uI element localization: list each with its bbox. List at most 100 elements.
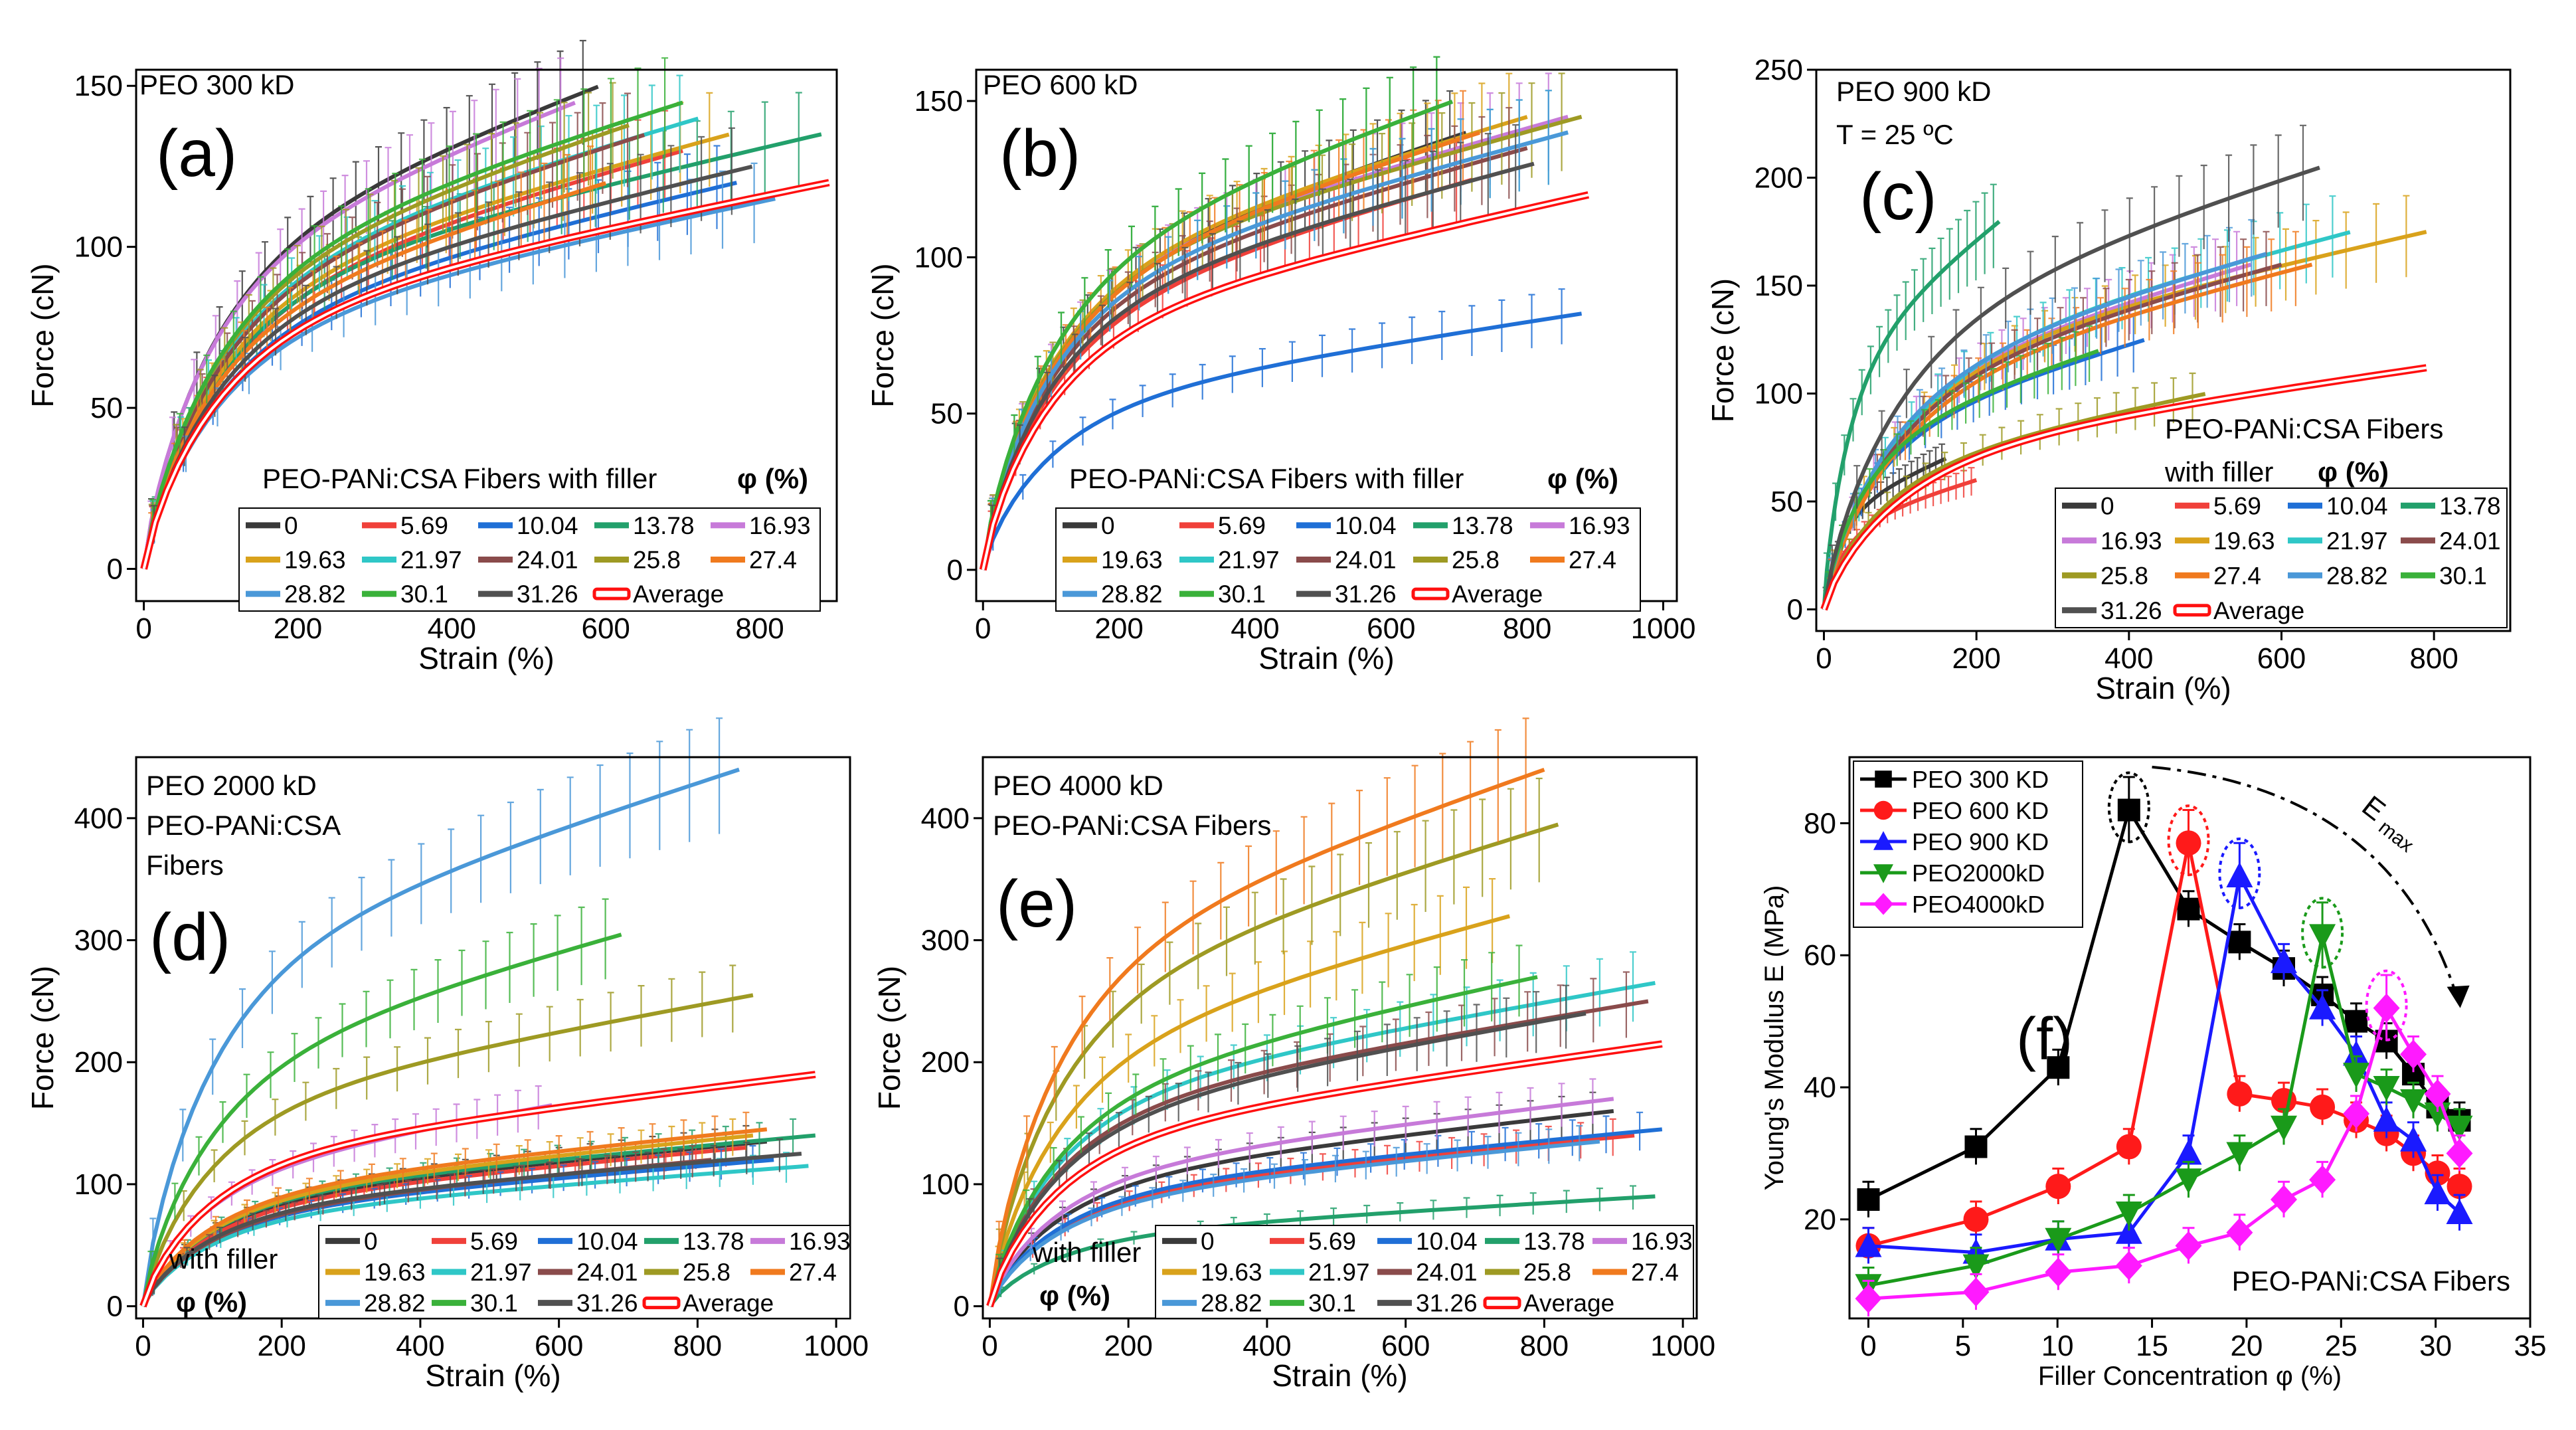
legend-label: 10.04: [2326, 492, 2388, 519]
data-point: [2424, 1079, 2451, 1109]
x-tick-label: 800: [2409, 642, 2458, 675]
curve-s30_1: [141, 100, 684, 570]
legend-label: 21.97: [2326, 527, 2388, 555]
y-tick-label: 200: [74, 1046, 123, 1079]
phi-label: φ (%): [737, 463, 808, 494]
panel-note-2: with filler: [2164, 456, 2273, 488]
panel-c-curves: [1820, 124, 2427, 611]
y-tick-label: 400: [921, 802, 970, 835]
legend-label: 19.63: [364, 1259, 426, 1286]
legend-label: 0: [1101, 512, 1115, 539]
emax-arrowhead: [2447, 985, 2470, 1008]
x-tick-label: 200: [1094, 612, 1143, 645]
y-tick-label: 20: [1804, 1204, 1836, 1236]
legend-label: 30.1: [1218, 581, 1266, 608]
data-point: [2343, 1063, 2370, 1089]
legend-label: 16.93: [789, 1227, 851, 1255]
curve-s27_4: [141, 1127, 768, 1307]
phi-label: φ (%): [1547, 463, 1618, 494]
x-tick-label: 400: [428, 612, 476, 645]
y-tick-label: 60: [1804, 939, 1836, 972]
y-axis-label: Force (cN): [1705, 278, 1740, 422]
y-axis-label: Force (cN): [872, 966, 906, 1110]
legend-label: 13.78: [683, 1227, 744, 1255]
curve-s16_93: [987, 1097, 1614, 1307]
panel-b-curves: [979, 56, 1590, 571]
legend-label: 30.1: [1308, 1290, 1356, 1317]
legend-label: 13.78: [1523, 1227, 1585, 1255]
legend-label: 25.8: [1523, 1259, 1571, 1286]
y-tick-label: 0: [107, 1291, 123, 1323]
x-tick-label: 600: [1367, 612, 1415, 645]
series-3: [1855, 897, 2473, 1304]
curve-s30_1: [141, 933, 622, 1307]
panel-f: 0 5 10 15 20 25 30 35 20 40 60 80 Filler Concentrati…: [1760, 756, 2546, 1391]
y-tick-label: 150: [914, 85, 963, 118]
curve-s27_4: [981, 130, 1480, 571]
legend-label: 0: [284, 512, 298, 539]
temperature-label: T = 25 ºC: [1836, 119, 1954, 150]
data-point: [1873, 831, 1893, 850]
curve-average: [988, 1042, 1663, 1307]
data-point: [2400, 1039, 2427, 1069]
emax-subscript: max: [2374, 816, 2417, 857]
x-tick-label: 800: [673, 1330, 722, 1362]
peak-highlight: [2218, 837, 2261, 909]
curve-s27_4: [141, 181, 607, 570]
legend: PEO 300 KD PEO 600 KD PEO 900 KD PEO2000kD P…: [1853, 760, 2083, 928]
panel-title: PEO 300 kD: [139, 69, 294, 100]
axes-frame: [1815, 68, 2512, 632]
data-point: [2309, 994, 2336, 1020]
data-point: [2373, 993, 2400, 1023]
x-tick-label: 0: [982, 1330, 997, 1362]
y-tick-label: 40: [1804, 1071, 1836, 1104]
curve-average: [141, 1073, 816, 1307]
panel-title: PEO 600 kD: [983, 69, 1138, 100]
legend-label: 13.78: [633, 512, 695, 539]
legend-label: PEO 300 KD: [1912, 766, 2049, 793]
y-tick-label: 0: [1787, 594, 1803, 626]
peak-highlight: [2365, 969, 2408, 1041]
legend: 0 5.69 10.04 13.78 16.93 19.63 21.97 24.01 25.8 2…: [318, 1225, 851, 1319]
data-point: [1962, 1254, 1990, 1280]
legend-label: 5.69: [2213, 492, 2261, 519]
legend-label: 30.1: [2439, 562, 2487, 589]
curve-s13_78: [141, 132, 822, 570]
x-tick-label: 10: [2041, 1330, 2074, 1362]
x-tick-label: 600: [535, 1330, 583, 1362]
curve-s19_63: [141, 1133, 754, 1307]
peak-highlight: [2301, 897, 2344, 969]
legend-label: 27.4: [749, 547, 797, 574]
curve-s30_1: [987, 975, 1538, 1307]
data-point: [2115, 1218, 2142, 1244]
series-4: [1855, 969, 2473, 1317]
panel-subtitle: PEO-PANi:CSA: [146, 810, 341, 841]
panel-note: PEO-PANi:CSA Fibers with filler: [262, 463, 657, 494]
curve-s5_69: [141, 1145, 746, 1308]
legend-label: 5.69: [1308, 1227, 1356, 1255]
legend-label: 28.82: [1201, 1290, 1262, 1317]
data-point: [2175, 1231, 2202, 1261]
annotation: PEO-PANi:CSA Fibers: [2232, 1265, 2510, 1296]
y-tick-label: 0: [107, 553, 123, 586]
peak-highlight: [2107, 771, 2150, 844]
legend-label: PEO 900 KD: [1912, 828, 2049, 855]
curve-s19_63: [987, 914, 1511, 1307]
data-point: [2227, 1081, 2253, 1107]
legend-label: PEO4000kD: [1912, 891, 2045, 918]
legend: 0 5.69 10.04 13.78 16.93 19.63 21.97 24.01 25.8 2…: [1155, 1225, 1694, 1319]
data-point: [1873, 800, 1893, 820]
panel-note: with filler: [169, 1243, 278, 1275]
legend-box: [2055, 488, 2508, 628]
curve-average: [982, 193, 1589, 571]
x-axis-label: Strain (%): [1272, 1358, 1407, 1393]
legend-label: 19.63: [1201, 1259, 1262, 1286]
curve-average: [142, 181, 829, 569]
curve-s25_8: [1822, 392, 2206, 610]
x-tick-label: 30: [2419, 1330, 2452, 1362]
data-point: [2045, 1174, 2071, 1200]
legend-label: 19.63: [284, 547, 346, 574]
curve-s25_8: [141, 993, 754, 1307]
